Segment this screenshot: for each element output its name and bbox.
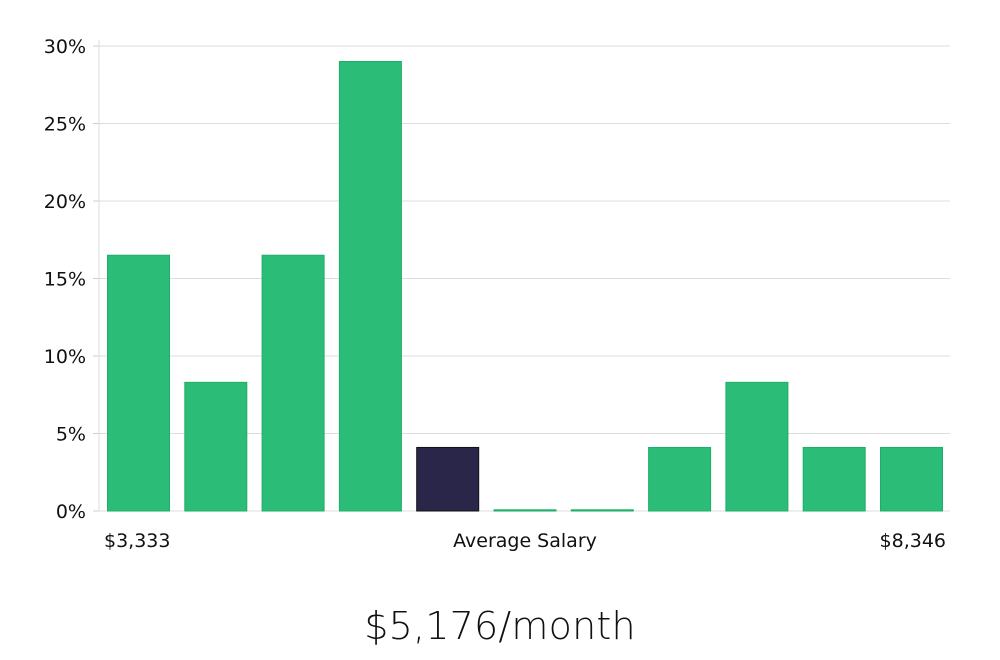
y-tick-label: 25%	[44, 114, 86, 136]
bar	[261, 254, 325, 512]
y-tick-label: 5%	[56, 424, 86, 446]
x-axis: $3,333 Average Salary $8,346	[104, 530, 946, 552]
y-axis: 0% 5% 10% 15% 20% 25% 30%	[44, 36, 100, 523]
bar	[725, 381, 789, 512]
y-tick-label: 15%	[44, 269, 86, 291]
y-tick-label: 30%	[44, 36, 86, 58]
y-tick-label: 10%	[44, 346, 86, 368]
x-min-label: $3,333	[104, 530, 170, 552]
salary-distribution-chart: 0% 5% 10% 15% 20% 25% 30% $3,333 Average Salar…	[44, 36, 950, 552]
bar	[493, 509, 557, 512]
average-salary-value: $5,176/month	[364, 604, 636, 648]
bars	[107, 61, 943, 512]
x-max-label: $8,346	[880, 530, 946, 552]
y-tick-label: 0%	[56, 501, 86, 523]
bar	[338, 61, 402, 512]
x-axis-title: Average Salary	[453, 530, 597, 552]
bar	[802, 446, 866, 512]
bar	[648, 446, 712, 512]
bar	[880, 446, 943, 512]
bar-highlighted	[416, 446, 480, 512]
bar	[184, 381, 248, 512]
bar	[107, 254, 170, 512]
bar	[570, 509, 634, 512]
y-tick-label: 20%	[44, 191, 86, 213]
